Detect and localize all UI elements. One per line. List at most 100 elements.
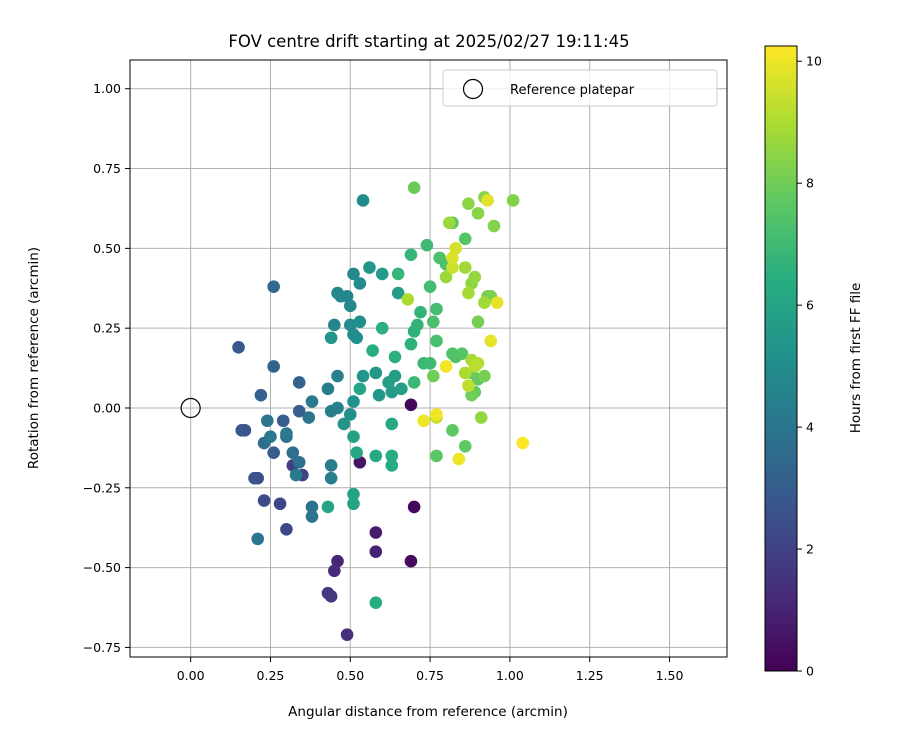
legend-reference-marker-icon <box>462 78 484 100</box>
scatter-point <box>516 436 529 450</box>
scatter-point <box>426 369 440 383</box>
scatter-point <box>248 471 261 485</box>
scatter-point <box>417 414 431 428</box>
x-tick-label: 0.75 <box>416 668 444 683</box>
legend-entry-reference-platepar: Reference platepar <box>510 83 635 98</box>
scatter-point <box>324 459 338 472</box>
scatter-point <box>414 305 427 319</box>
scatter-point <box>305 395 319 408</box>
scatter-point <box>276 414 290 428</box>
scatter-point <box>423 280 437 293</box>
scatter-point <box>385 459 399 472</box>
scatter-point <box>331 554 344 568</box>
scatter-point <box>404 554 418 568</box>
scatter-point <box>292 376 306 389</box>
scatter-point <box>446 261 459 274</box>
scatter-point <box>420 238 434 252</box>
scatter-point <box>353 277 367 290</box>
scatter-point <box>458 232 472 246</box>
scatter-point <box>426 315 440 329</box>
colorbar-tick-label: 8 <box>806 176 814 191</box>
scatter-point <box>328 564 341 578</box>
scatter-point <box>347 487 360 501</box>
scatter-point <box>478 296 491 309</box>
scatter-point <box>375 267 389 281</box>
colorbar-tick-label: 6 <box>806 298 814 313</box>
scatter-point <box>331 401 344 415</box>
scatter-point <box>267 360 280 373</box>
scatter-point <box>439 270 453 284</box>
scatter-point <box>324 331 338 345</box>
scatter-point <box>404 248 418 262</box>
y-tick-label: 0.50 <box>93 241 121 256</box>
scatter-point <box>363 261 376 274</box>
scatter-point <box>391 267 405 281</box>
scatter-point <box>286 446 300 459</box>
scatter-point <box>506 194 520 207</box>
scatter-point <box>449 242 462 255</box>
scatter-point <box>356 194 370 207</box>
scatter-point <box>407 500 421 514</box>
scatter-point <box>292 404 306 418</box>
scatter-point <box>375 321 389 335</box>
scatter-point <box>430 302 443 316</box>
scatter-point <box>388 350 402 364</box>
scatter-point <box>347 395 360 408</box>
scatter-point <box>407 181 421 195</box>
scatter-point <box>478 369 491 383</box>
scatter-point <box>458 261 472 274</box>
scatter-point <box>340 289 354 303</box>
y-tick-label: 0.25 <box>93 321 121 336</box>
scatter-point <box>458 439 472 453</box>
scatter-point <box>372 388 386 402</box>
colorbar-label: Hours from first FF file <box>848 283 864 434</box>
scatter-point <box>462 286 475 300</box>
scatter-point <box>404 337 418 351</box>
scatter-point <box>401 293 415 306</box>
y-tick-label: −0.50 <box>83 560 121 575</box>
scatter-point <box>347 497 360 511</box>
scatter-point <box>353 455 367 469</box>
scatter-point <box>468 270 482 284</box>
scatter-point <box>251 532 265 546</box>
x-tick-label: 1.50 <box>656 668 684 683</box>
scatter-point <box>385 417 399 431</box>
scatter-point <box>404 398 418 412</box>
scatter-point <box>289 468 303 482</box>
y-tick-label: 1.00 <box>93 81 121 96</box>
scatter-point <box>430 408 443 421</box>
scatter-point <box>430 449 443 463</box>
scatter-point <box>452 452 466 466</box>
scatter-point <box>337 417 351 431</box>
colorbar-tick-label: 10 <box>806 54 822 69</box>
scatter-point <box>331 369 344 383</box>
colorbar-tick-label: 0 <box>806 664 814 679</box>
scatter-point <box>385 449 399 463</box>
scatter-point <box>462 379 475 392</box>
scatter-point <box>407 376 421 389</box>
x-tick-label: 0.25 <box>257 668 285 683</box>
scatter-point <box>487 219 501 233</box>
scatter-point <box>324 471 338 485</box>
scatter-point <box>353 382 367 396</box>
scatter-point <box>356 369 370 383</box>
scatter-point <box>353 315 367 329</box>
scatter-point <box>292 455 306 469</box>
scatter-point <box>280 427 293 440</box>
scatter-point <box>343 408 357 421</box>
scatter-point <box>235 424 249 437</box>
scatter-point <box>321 500 335 514</box>
scatter-point <box>324 590 338 603</box>
scatter-point <box>347 267 360 281</box>
scatter-point <box>369 526 383 539</box>
scatter-point <box>468 360 482 373</box>
y-tick-label: −0.25 <box>83 480 121 495</box>
scatter-point <box>260 414 274 428</box>
chart-title: FOV centre drift starting at 2025/02/27 … <box>228 32 629 51</box>
scatter-point <box>442 216 456 230</box>
scatter-point <box>465 388 478 402</box>
scatter-point <box>446 251 459 265</box>
scatter-point <box>264 430 277 444</box>
scatter-point <box>411 318 424 332</box>
